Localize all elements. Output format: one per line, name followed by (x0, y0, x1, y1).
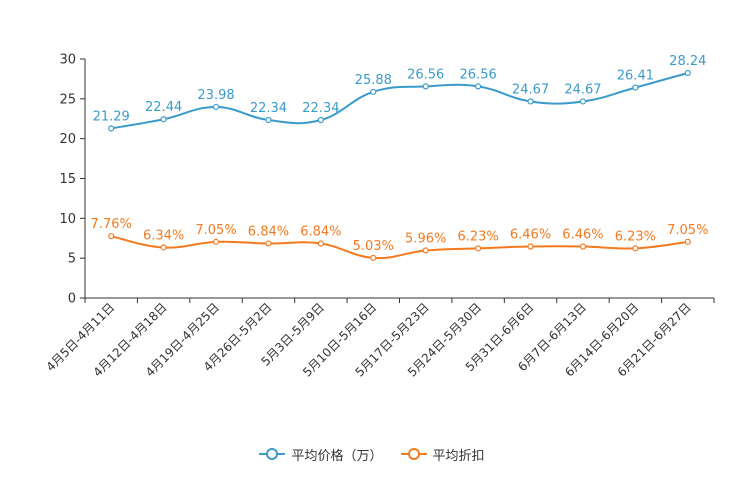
data-label: 6.84% (300, 225, 341, 240)
y-tick-label: 15 (59, 172, 76, 187)
series-0: 21.29 22.44 23.98 22.34 22.34 25.88 26.56 26.56… (93, 54, 706, 132)
data-label: 24.67 (512, 82, 549, 97)
series-line (110, 235, 688, 260)
y-axis: 0 5 10 15 20 25 30 (59, 53, 86, 307)
legend-line-circle-icon (400, 448, 427, 460)
series-1: 7.76% 6.34% 7.05% 6.84% 6.84% 5.03% 5.96% 6.23%… (91, 217, 708, 262)
data-label: 6.84% (248, 225, 289, 240)
legend-label-discount: 平均折扣 (432, 448, 485, 464)
y-tick-label: 25 (59, 92, 76, 107)
y-tick-label: 30 (59, 53, 76, 68)
data-label: 25.88 (355, 73, 392, 88)
data-point (475, 83, 482, 90)
y-tick-label: 20 (59, 132, 76, 147)
data-point (160, 116, 167, 123)
data-point (684, 69, 691, 77)
y-tick-label: 10 (59, 212, 76, 227)
legend-label-price: 平均价格（万） (291, 448, 383, 464)
data-label: 28.24 (669, 54, 706, 69)
data-label: 26.56 (460, 67, 497, 82)
data-point (108, 125, 115, 132)
data-label: 21.29 (93, 109, 130, 124)
data-label: 23.98 (197, 88, 234, 103)
data-label: 22.34 (302, 101, 339, 116)
y-tick-label: 0 (68, 292, 76, 307)
data-label: 5.96% (405, 232, 446, 247)
data-label: 6.23% (615, 229, 656, 244)
data-point (422, 247, 429, 254)
data-point (265, 240, 272, 247)
data-label: 6.23% (457, 229, 498, 244)
data-point (632, 245, 639, 252)
data-label: 7.05% (195, 223, 236, 238)
data-label: 26.41 (617, 69, 654, 84)
data-label: 6.46% (562, 228, 603, 243)
data-point (370, 254, 377, 262)
data-point (632, 84, 639, 91)
data-label: 7.76% (91, 217, 132, 232)
data-point (160, 244, 167, 251)
data-label: 6.46% (510, 228, 551, 243)
data-label: 26.56 (407, 67, 444, 82)
data-label: 24.67 (564, 82, 601, 97)
data-point (317, 240, 324, 247)
legend: 平均价格（万） 平均折扣 (0, 444, 744, 464)
data-point (527, 98, 534, 105)
data-label: 5.03% (353, 239, 394, 254)
x-axis: 4月5日-4月11日4月12日-4月18日4月19日-4月25日4月26日-5月… (43, 297, 715, 380)
data-point (370, 88, 377, 95)
data-label: 22.34 (250, 101, 287, 116)
data-point (527, 243, 534, 250)
data-point (422, 83, 429, 90)
data-point (265, 116, 272, 124)
data-point (684, 238, 691, 245)
data-point (108, 233, 115, 240)
data-point (212, 238, 220, 245)
data-label: 6.34% (143, 228, 184, 243)
series-line (111, 72, 689, 130)
data-point (475, 245, 482, 252)
data-point (579, 98, 587, 105)
legend-line-circle-icon (259, 448, 286, 460)
data-point (317, 116, 324, 124)
series-layer: 21.29 22.44 23.98 22.34 22.34 25.88 26.56 26.56… (91, 54, 708, 262)
data-label: 22.44 (145, 100, 182, 115)
data-point (579, 243, 587, 250)
data-label: 7.05% (667, 223, 708, 238)
legend-item-price[interactable]: 平均价格（万） (259, 445, 383, 464)
data-point (212, 103, 220, 111)
legend-item-discount[interactable]: 平均折扣 (400, 445, 485, 464)
y-tick-label: 5 (68, 252, 76, 267)
